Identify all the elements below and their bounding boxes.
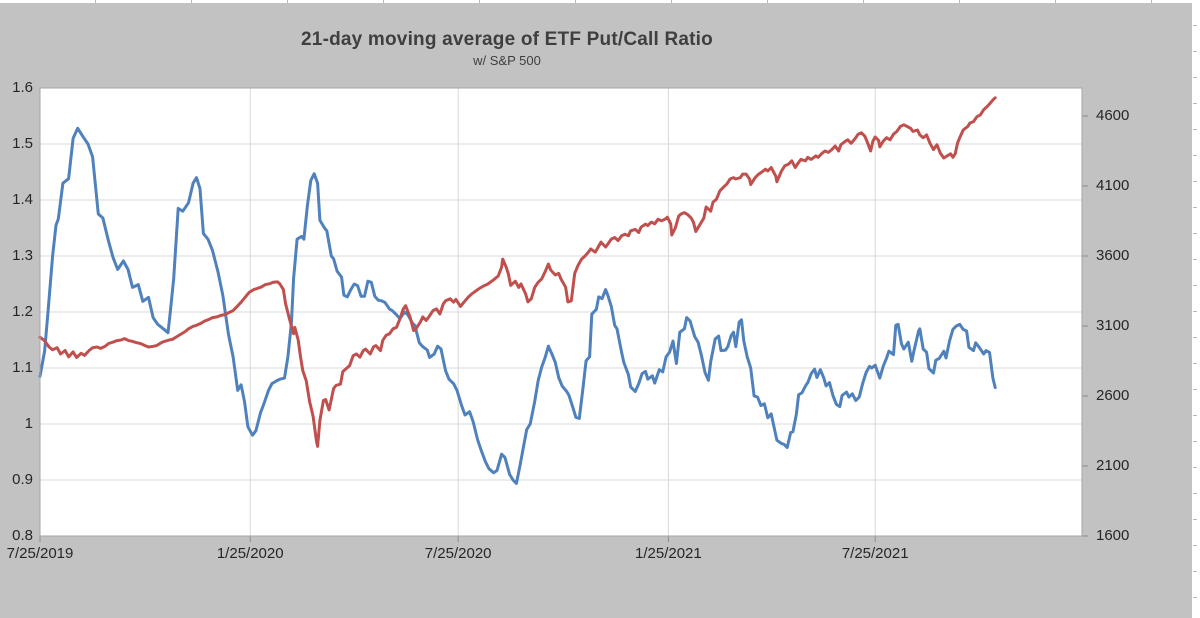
y-right-tick-label: 4100 xyxy=(1096,177,1130,194)
worksheet-row-ticks xyxy=(1193,0,1197,618)
chart-subtitle: w/ S&P 500 xyxy=(473,53,541,68)
x-axis-tick-label: 1/25/2021 xyxy=(635,545,702,562)
putcall-series-line xyxy=(38,126,997,485)
y-left-tick-label: 1.2 xyxy=(12,303,33,320)
y-right-tick-label: 2600 xyxy=(1096,387,1130,404)
y-left-tick-label: 1.6 xyxy=(12,79,33,96)
y-left-tick-label: 1.3 xyxy=(12,247,33,264)
y-left-tick-label: 1.1 xyxy=(12,359,33,376)
y-left-tick-label: 1.4 xyxy=(12,191,33,208)
sp500-series-line xyxy=(38,96,997,448)
y-left-tick-label: 1 xyxy=(24,415,33,432)
x-axis-tick-label: 7/25/2020 xyxy=(424,545,492,562)
y-left-tick-label: 1.5 xyxy=(12,135,33,152)
y-right-tick-label: 3100 xyxy=(1096,317,1130,334)
x-axis-tick-label: 1/25/2020 xyxy=(216,545,284,562)
plot-border xyxy=(39,87,1083,537)
worksheet-top-edge xyxy=(0,0,1200,3)
x-axis-tick-label: 7/25/2019 xyxy=(6,545,74,562)
y-right-tick-label: 3600 xyxy=(1096,247,1130,264)
y-right-tick-label: 1600 xyxy=(1096,527,1130,544)
chart-title: 21-day moving average of ETF Put/Call Ra… xyxy=(301,29,713,50)
y-left-tick-label: 0.9 xyxy=(12,471,33,488)
y-right-tick-label: 2100 xyxy=(1096,457,1130,474)
x-axis-tick-label: 7/25/2021 xyxy=(841,545,909,562)
y-left-tick-label: 0.8 xyxy=(12,527,33,544)
y-right-tick-label: 4600 xyxy=(1096,107,1130,124)
